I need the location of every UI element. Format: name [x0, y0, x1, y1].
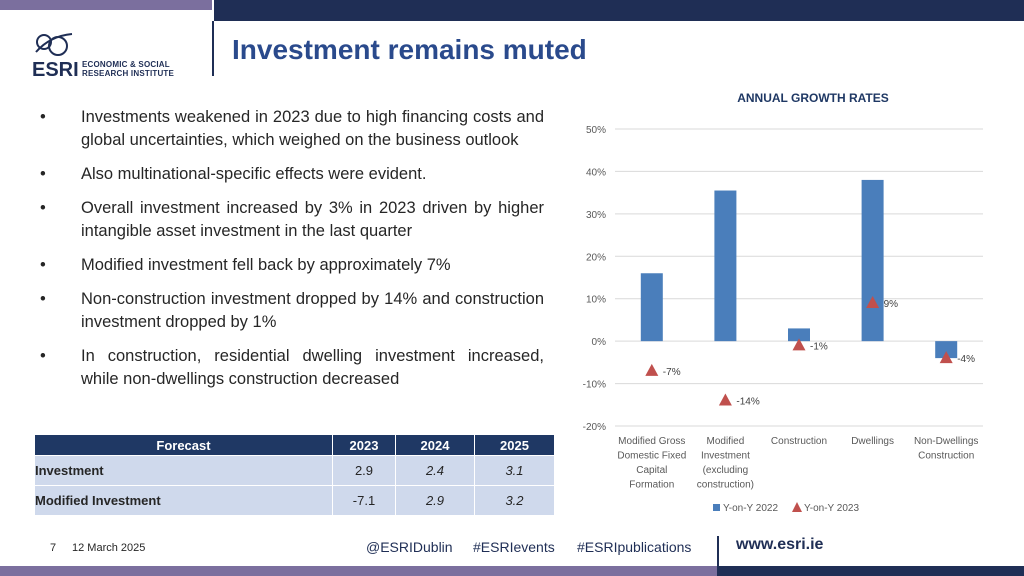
x-category-label: Capital: [636, 465, 667, 476]
marker-yoy-2023: [645, 363, 659, 376]
y-tick-label: -10%: [583, 380, 606, 391]
x-category-label: Modified Gross: [618, 436, 685, 447]
x-category-label: Non-Dwellings: [914, 436, 978, 447]
x-category-label: Modified: [706, 436, 744, 447]
x-category-label: Formation: [629, 480, 674, 491]
forecast-header-row: Forecast 2023 2024 2025: [34, 434, 555, 456]
x-category-label: Investment: [701, 451, 750, 462]
esri-logo: ESRI: [32, 33, 79, 80]
x-category-label: Domestic Fixed: [617, 451, 686, 462]
legend-marker-2023: [792, 502, 802, 512]
logo-institute-name: ECONOMIC & SOCIAL RESEARCH INSTITUTE: [82, 60, 174, 78]
logo-line-2: RESEARCH INSTITUTE: [82, 69, 175, 78]
slide-title: Investment remains muted: [232, 34, 587, 65]
bullet-text: Non-construction investment dropped by 1…: [81, 290, 544, 331]
y-tick-label: 0%: [592, 337, 607, 348]
bullet-item: • Overall investment increased by 3% in 2…: [40, 197, 544, 243]
bullet-item: • Modified investment fell back by approx…: [40, 254, 544, 277]
bullet-symbol: •: [40, 199, 46, 217]
marker-yoy-2023: [718, 393, 732, 406]
bullet-text: Investments weakened in 2023 due to high…: [81, 108, 544, 149]
y-tick-label: 20%: [586, 252, 606, 263]
bar-yoy-2022: [861, 179, 884, 342]
forecast-header-year: 2023: [332, 434, 396, 456]
table-cell: 2.9: [332, 455, 396, 486]
slide-date: 12 March 2025: [72, 542, 146, 554]
bullet-symbol: •: [40, 347, 46, 365]
marker-yoy-2023: [792, 338, 806, 351]
y-tick-label: 40%: [586, 167, 606, 178]
forecast-table: Forecast 2023 2024 2025 Investment 2.9 2…: [34, 434, 555, 516]
data-label: -14%: [736, 397, 759, 408]
top-accent-bar: [0, 0, 212, 10]
bullet-symbol: •: [40, 108, 46, 126]
table-cell: 3.1: [474, 455, 555, 486]
bullet-text: Overall investment increased by 3% in 20…: [81, 199, 544, 240]
chart-title: ANNUAL GROWTH RATES: [737, 91, 889, 105]
marker-yoy-2023: [939, 351, 953, 364]
social-hashtag[interactable]: #ESRIpublications: [577, 539, 692, 555]
header-divider: [212, 21, 214, 76]
y-tick-label: 30%: [586, 210, 606, 221]
marker-yoy-2023: [866, 295, 880, 308]
website-link[interactable]: www.esri.ie: [736, 536, 824, 553]
y-tick-label: 10%: [586, 295, 606, 306]
bullet-text: In construction, residential dwelling in…: [81, 347, 544, 388]
forecast-header-year: 2025: [474, 434, 555, 456]
x-category-label: Construction: [771, 436, 827, 447]
y-tick-label: -20%: [583, 422, 606, 433]
bar-yoy-2022: [935, 341, 958, 359]
bullet-item: • Also multinational-specific effects wer…: [40, 163, 544, 186]
logo-abbr: ESRI: [32, 59, 79, 80]
data-label: -1%: [810, 341, 828, 352]
top-header-bar: [214, 0, 1024, 21]
x-category-label: Construction: [918, 451, 974, 462]
legend-label: Y-on-Y 2023: [804, 503, 859, 514]
bar-yoy-2022: [640, 273, 663, 342]
row-label: Modified Investment: [34, 485, 333, 516]
bullet-symbol: •: [40, 290, 46, 308]
data-label: 9%: [884, 299, 899, 310]
growth-rate-chart: ANNUAL GROWTH RATES 50% 40% 30% 20% 10% 0% -10%…: [583, 91, 983, 514]
legend-label: Y-on-Y 2022: [723, 503, 778, 514]
logo-line-1: ECONOMIC & SOCIAL: [82, 60, 170, 69]
legend-swatch-2022: [713, 504, 720, 511]
x-category-label: construction): [697, 480, 754, 491]
bar-yoy-2022: [714, 190, 737, 342]
table-cell: 3.2: [474, 485, 555, 516]
page-number: 7: [50, 542, 57, 554]
social-handle[interactable]: @ESRIDublin: [366, 539, 453, 555]
table-cell: -7.1: [332, 485, 396, 516]
forecast-header-label: Forecast: [34, 434, 333, 456]
forecast-header-year: 2024: [395, 434, 475, 456]
data-label: -7%: [663, 367, 681, 378]
bullet-text: Also multinational-specific effects were…: [81, 165, 427, 183]
bullet-symbol: •: [40, 165, 46, 183]
bullet-item: • Non-construction investment dropped by …: [40, 288, 544, 334]
footer-accent-bar: [0, 566, 717, 576]
social-hashtag[interactable]: #ESRIevents: [473, 539, 555, 555]
table-row: Investment 2.9 2.4 3.1: [34, 455, 555, 486]
data-label: -4%: [957, 354, 975, 365]
bullet-list: • Investments weakened in 2023 due to hig…: [40, 106, 544, 402]
x-category-label: (excluding: [703, 465, 749, 476]
bar-yoy-2022: [788, 328, 810, 342]
table-row: Modified Investment -7.1 2.9 3.2: [34, 485, 555, 516]
footer-divider: [717, 536, 719, 576]
bullet-item: • Investments weakened in 2023 due to hig…: [40, 106, 544, 152]
bullet-item: • In construction, residential dwelling i…: [40, 345, 544, 391]
bullet-symbol: •: [40, 256, 46, 274]
x-category-label: Dwellings: [851, 436, 894, 447]
table-cell: 2.4: [395, 455, 475, 486]
y-tick-label: 50%: [586, 125, 606, 136]
row-label: Investment: [34, 455, 333, 486]
bullet-text: Modified investment fell back by approxi…: [81, 256, 451, 274]
footer-bar: [719, 566, 1024, 576]
table-cell: 2.9: [395, 485, 475, 516]
